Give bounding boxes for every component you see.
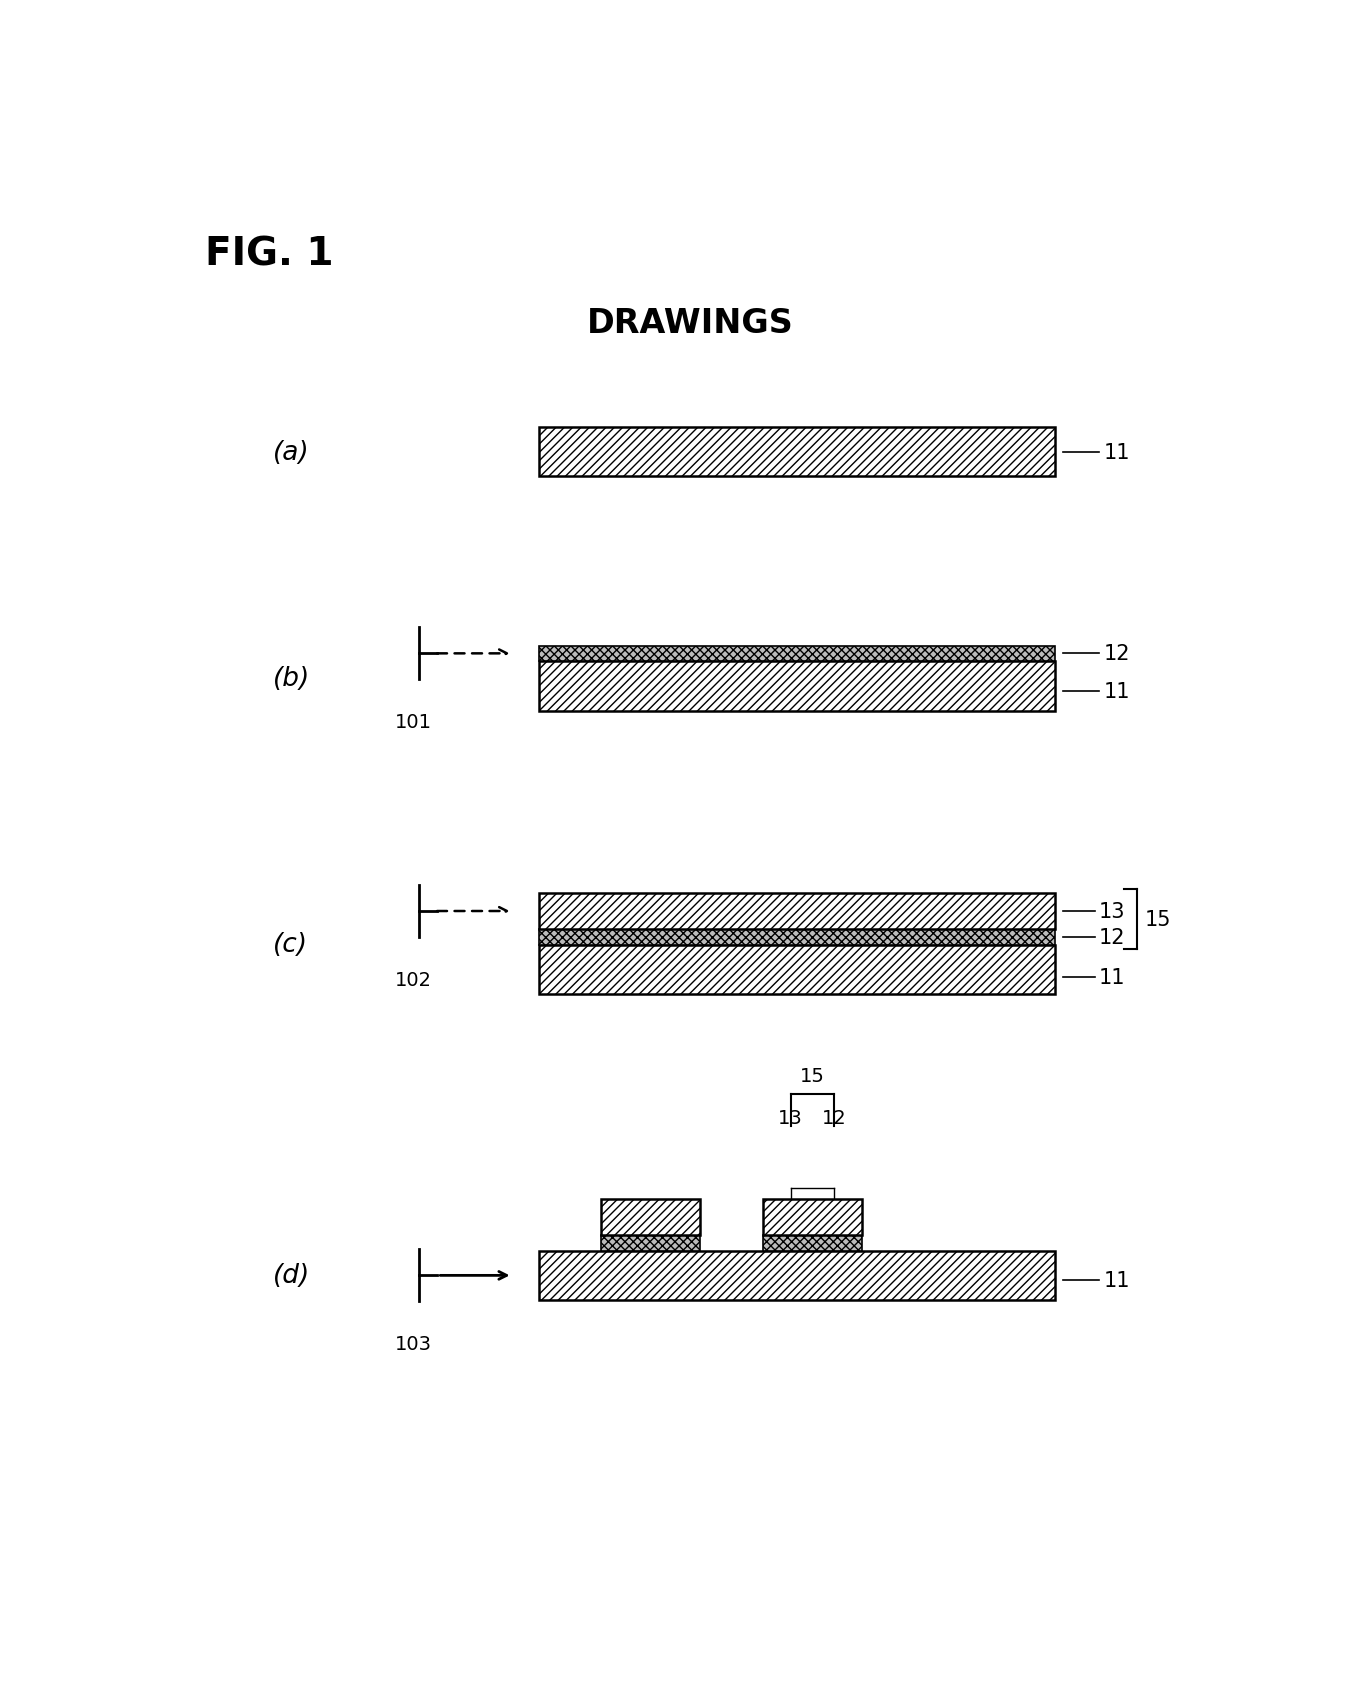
Text: DRAWINGS: DRAWINGS (587, 307, 793, 339)
Bar (602, 1199, 700, 1235)
Text: 12: 12 (1104, 644, 1131, 664)
Text: 15: 15 (1144, 909, 1171, 929)
Text: 103: 103 (394, 1334, 432, 1353)
Text: FIG. 1: FIG. 1 (205, 235, 334, 274)
Bar (763, 1235, 861, 1252)
Text: 101: 101 (394, 713, 432, 731)
Text: 13: 13 (1098, 902, 1125, 922)
Text: 11: 11 (1098, 968, 1125, 988)
Text: 11: 11 (1104, 681, 1131, 701)
Text: 102: 102 (394, 969, 432, 990)
Text: (b): (b) (272, 665, 310, 692)
Bar (538, 647, 1055, 662)
Bar (538, 929, 1055, 946)
Text: 12: 12 (1098, 927, 1125, 948)
Text: 12: 12 (822, 1108, 847, 1127)
Text: (d): (d) (272, 1263, 310, 1289)
Bar (602, 1235, 700, 1252)
Bar (538, 662, 1055, 711)
Bar (763, 1199, 861, 1235)
Text: (a): (a) (272, 439, 310, 466)
Text: (c): (c) (272, 931, 308, 958)
Text: 11: 11 (1104, 1270, 1131, 1290)
Bar (538, 893, 1055, 929)
Bar (538, 427, 1055, 476)
Bar (538, 946, 1055, 995)
Text: 15: 15 (800, 1067, 825, 1086)
Text: 13: 13 (778, 1108, 804, 1127)
Text: 11: 11 (1104, 443, 1131, 463)
Bar (538, 1252, 1055, 1301)
